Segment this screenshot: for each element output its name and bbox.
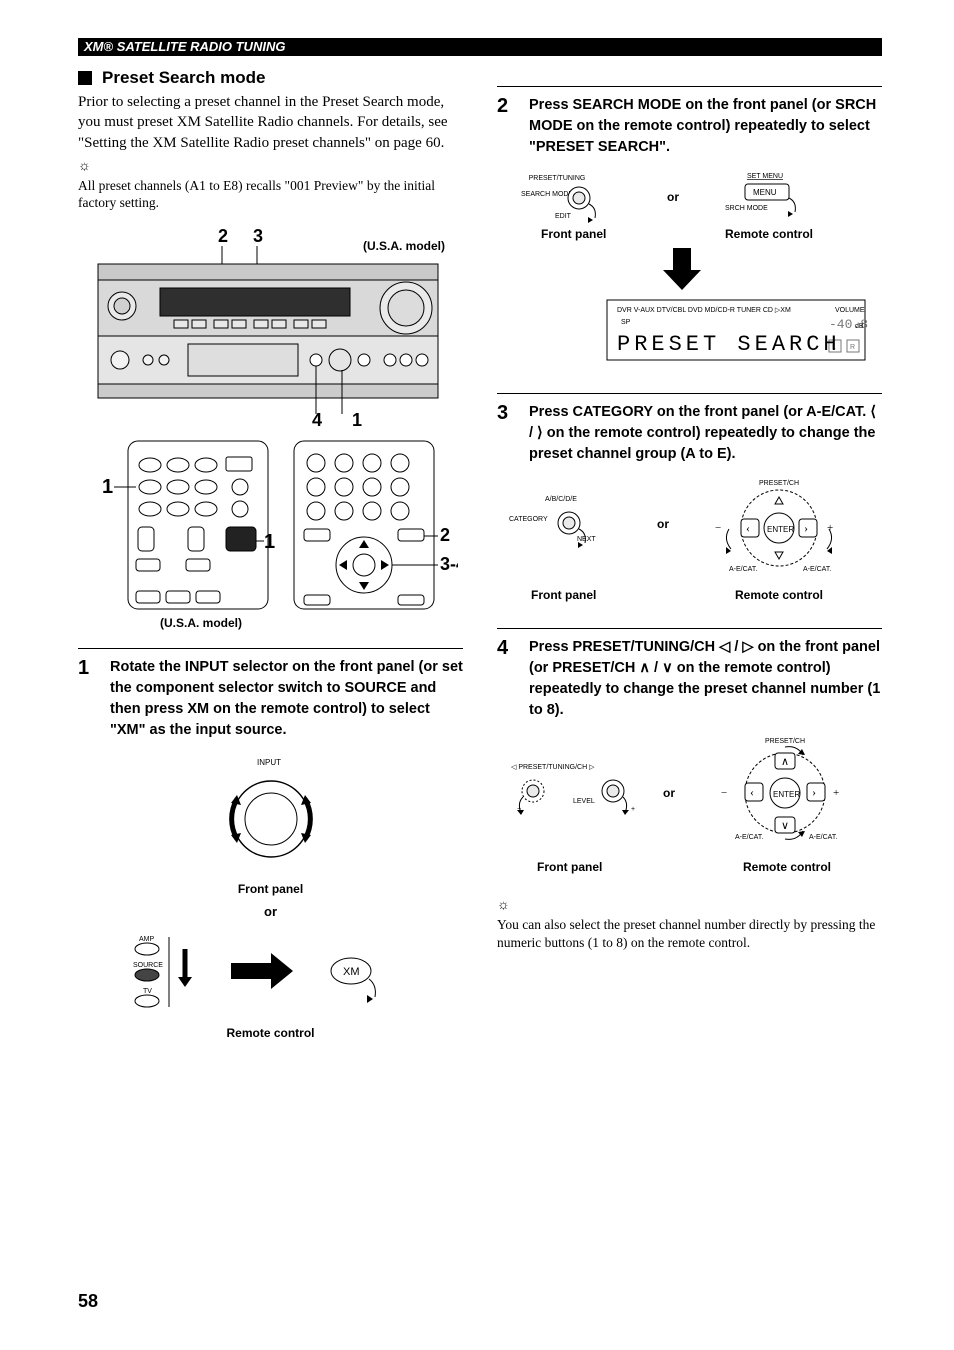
input-knob-figure: INPUT	[191, 753, 351, 873]
front-panel-3: Front panel	[531, 588, 596, 602]
step3-num: 3	[497, 402, 515, 465]
svg-text:−: −	[715, 522, 721, 534]
usa-model-top: (U.S.A. model)	[363, 239, 445, 253]
amp-label-2: 2	[218, 226, 228, 246]
svg-text:A-E/CAT.: A-E/CAT.	[803, 566, 831, 573]
tip-text: All preset channels (A1 to E8) recalls "…	[78, 177, 463, 212]
intro-text: Prior to selecting a preset channel in t…	[78, 92, 463, 153]
svg-text:ENTER: ENTER	[767, 525, 794, 534]
svg-text:dB: dB	[855, 323, 864, 330]
svg-text:‹: ‹	[746, 521, 750, 535]
page-number: 58	[78, 1291, 98, 1312]
svg-text:XM: XM	[343, 966, 360, 978]
svg-text:DVR V-AUX DTV/CBL DVD: DVR V-AUX DTV/CBL DVD MD/CD-R TUNER CD ▷…	[617, 307, 791, 314]
or-label-1: or	[78, 904, 463, 919]
remote-source-figure: AMP SOURCE TV XM	[121, 927, 421, 1017]
svg-text:PRESET/CH: PRESET/CH	[759, 480, 799, 487]
svg-text:AMP: AMP	[139, 936, 155, 943]
tip-icon: ☼	[78, 159, 463, 175]
tip-text-2: You can also select the preset channel n…	[497, 916, 882, 951]
section-title: Preset Search mode	[102, 68, 265, 88]
remotes-figure: 1 1 2	[78, 433, 458, 633]
step4-text: Press PRESET/TUNING/CH ◁ / ▷ on the fron…	[529, 637, 882, 721]
or-label-2: or	[667, 190, 679, 204]
step4-figure: ◁ PRESET/TUNING/CH ▷ − LEVEL + or PRESET…	[497, 729, 877, 889]
step3-text: Press CATEGORY on the front panel (or A-…	[529, 402, 882, 465]
remote-control-caption-1: Remote control	[78, 1026, 463, 1040]
front-panel-4: Front panel	[537, 860, 602, 874]
tip-icon-2: ☼	[497, 898, 882, 914]
svg-text:−: −	[517, 806, 521, 813]
remote-control-4: Remote control	[743, 860, 831, 874]
svg-text:SP: SP	[621, 319, 631, 326]
svg-text:SRCH MODE: SRCH MODE	[725, 205, 768, 212]
svg-text:NEXT: NEXT	[577, 536, 596, 543]
svg-text:SOURCE: SOURCE	[133, 962, 163, 969]
svg-text:∨: ∨	[781, 820, 789, 832]
svg-text:A-E/CAT.: A-E/CAT.	[809, 834, 837, 841]
remote-control-2: Remote control	[725, 227, 813, 241]
remote-left-1: 1	[102, 476, 113, 498]
step2-num: 2	[497, 95, 515, 158]
remote-mid-1: 1	[264, 531, 275, 553]
svg-text:A-E/CAT.: A-E/CAT.	[729, 566, 757, 573]
amp-label-3: 3	[253, 226, 263, 246]
left-column: Preset Search mode Prior to selecting a …	[78, 68, 463, 1040]
svg-text:EDIT: EDIT	[555, 213, 572, 220]
svg-text:›: ›	[804, 521, 808, 535]
or-label-3: or	[657, 517, 669, 531]
step2-figure: PRESET/TUNING SEARCH MODE EDIT or SET ME…	[497, 168, 877, 378]
display-text: PRESET SEARCH	[617, 332, 841, 357]
amplifier-figure: 2 3 (U.S.A. model)	[78, 226, 458, 426]
svg-text:MENU: MENU	[753, 188, 777, 197]
svg-text:›: ›	[812, 785, 816, 799]
svg-text:SET MENU: SET MENU	[747, 173, 783, 180]
svg-text:PRESET/TUNING: PRESET/TUNING	[529, 175, 586, 182]
svg-text:VOLUME: VOLUME	[835, 307, 865, 314]
svg-text:−: −	[721, 787, 727, 799]
svg-text:ENTER: ENTER	[773, 790, 800, 799]
amp-label-1: 1	[352, 410, 362, 426]
svg-text:∧: ∧	[781, 756, 789, 768]
svg-text:LEVEL: LEVEL	[573, 798, 595, 805]
svg-text:A-E/CAT.: A-E/CAT.	[735, 834, 763, 841]
svg-text:+: +	[631, 806, 635, 813]
svg-text:INPUT: INPUT	[257, 758, 281, 767]
svg-text:‹: ‹	[750, 785, 754, 799]
step4-num: 4	[497, 637, 515, 721]
svg-text:◁ PRESET/TUNING/CH ▷: ◁ PRESET/TUNING/CH ▷	[511, 764, 595, 771]
right-column: 2 Press SEARCH MODE on the front panel (…	[497, 68, 882, 1040]
remote-right-34: 3-4	[440, 554, 458, 574]
step1-text: Rotate the INPUT selector on the front p…	[110, 657, 463, 741]
svg-text:+: +	[833, 787, 839, 799]
step2-text: Press SEARCH MODE on the front panel (or…	[529, 95, 882, 158]
amp-label-4: 4	[312, 410, 322, 426]
front-panel-2: Front panel	[541, 227, 606, 241]
front-panel-caption-1: Front panel	[78, 882, 463, 896]
remote-right-2: 2	[440, 525, 450, 545]
or-label-4: or	[663, 786, 675, 800]
svg-text:A/B/C/D/E: A/B/C/D/E	[545, 496, 577, 503]
svg-text:CATEGORY: CATEGORY	[509, 516, 548, 523]
svg-text:R: R	[850, 344, 855, 351]
remote-control-3: Remote control	[735, 588, 823, 602]
svg-text:SEARCH MODE: SEARCH MODE	[521, 191, 573, 198]
header-bar: XM® SATELLITE RADIO TUNING	[78, 38, 882, 56]
svg-text:TV: TV	[143, 988, 152, 995]
step1-num: 1	[78, 657, 96, 741]
svg-text:PRESET/CH: PRESET/CH	[765, 738, 805, 745]
usa-model-bottom: (U.S.A. model)	[160, 616, 242, 630]
section-square-icon	[78, 71, 92, 85]
step3-figure: A/B/C/D/E CATEGORY NEXT or PRESET/CH ENT…	[497, 473, 877, 613]
